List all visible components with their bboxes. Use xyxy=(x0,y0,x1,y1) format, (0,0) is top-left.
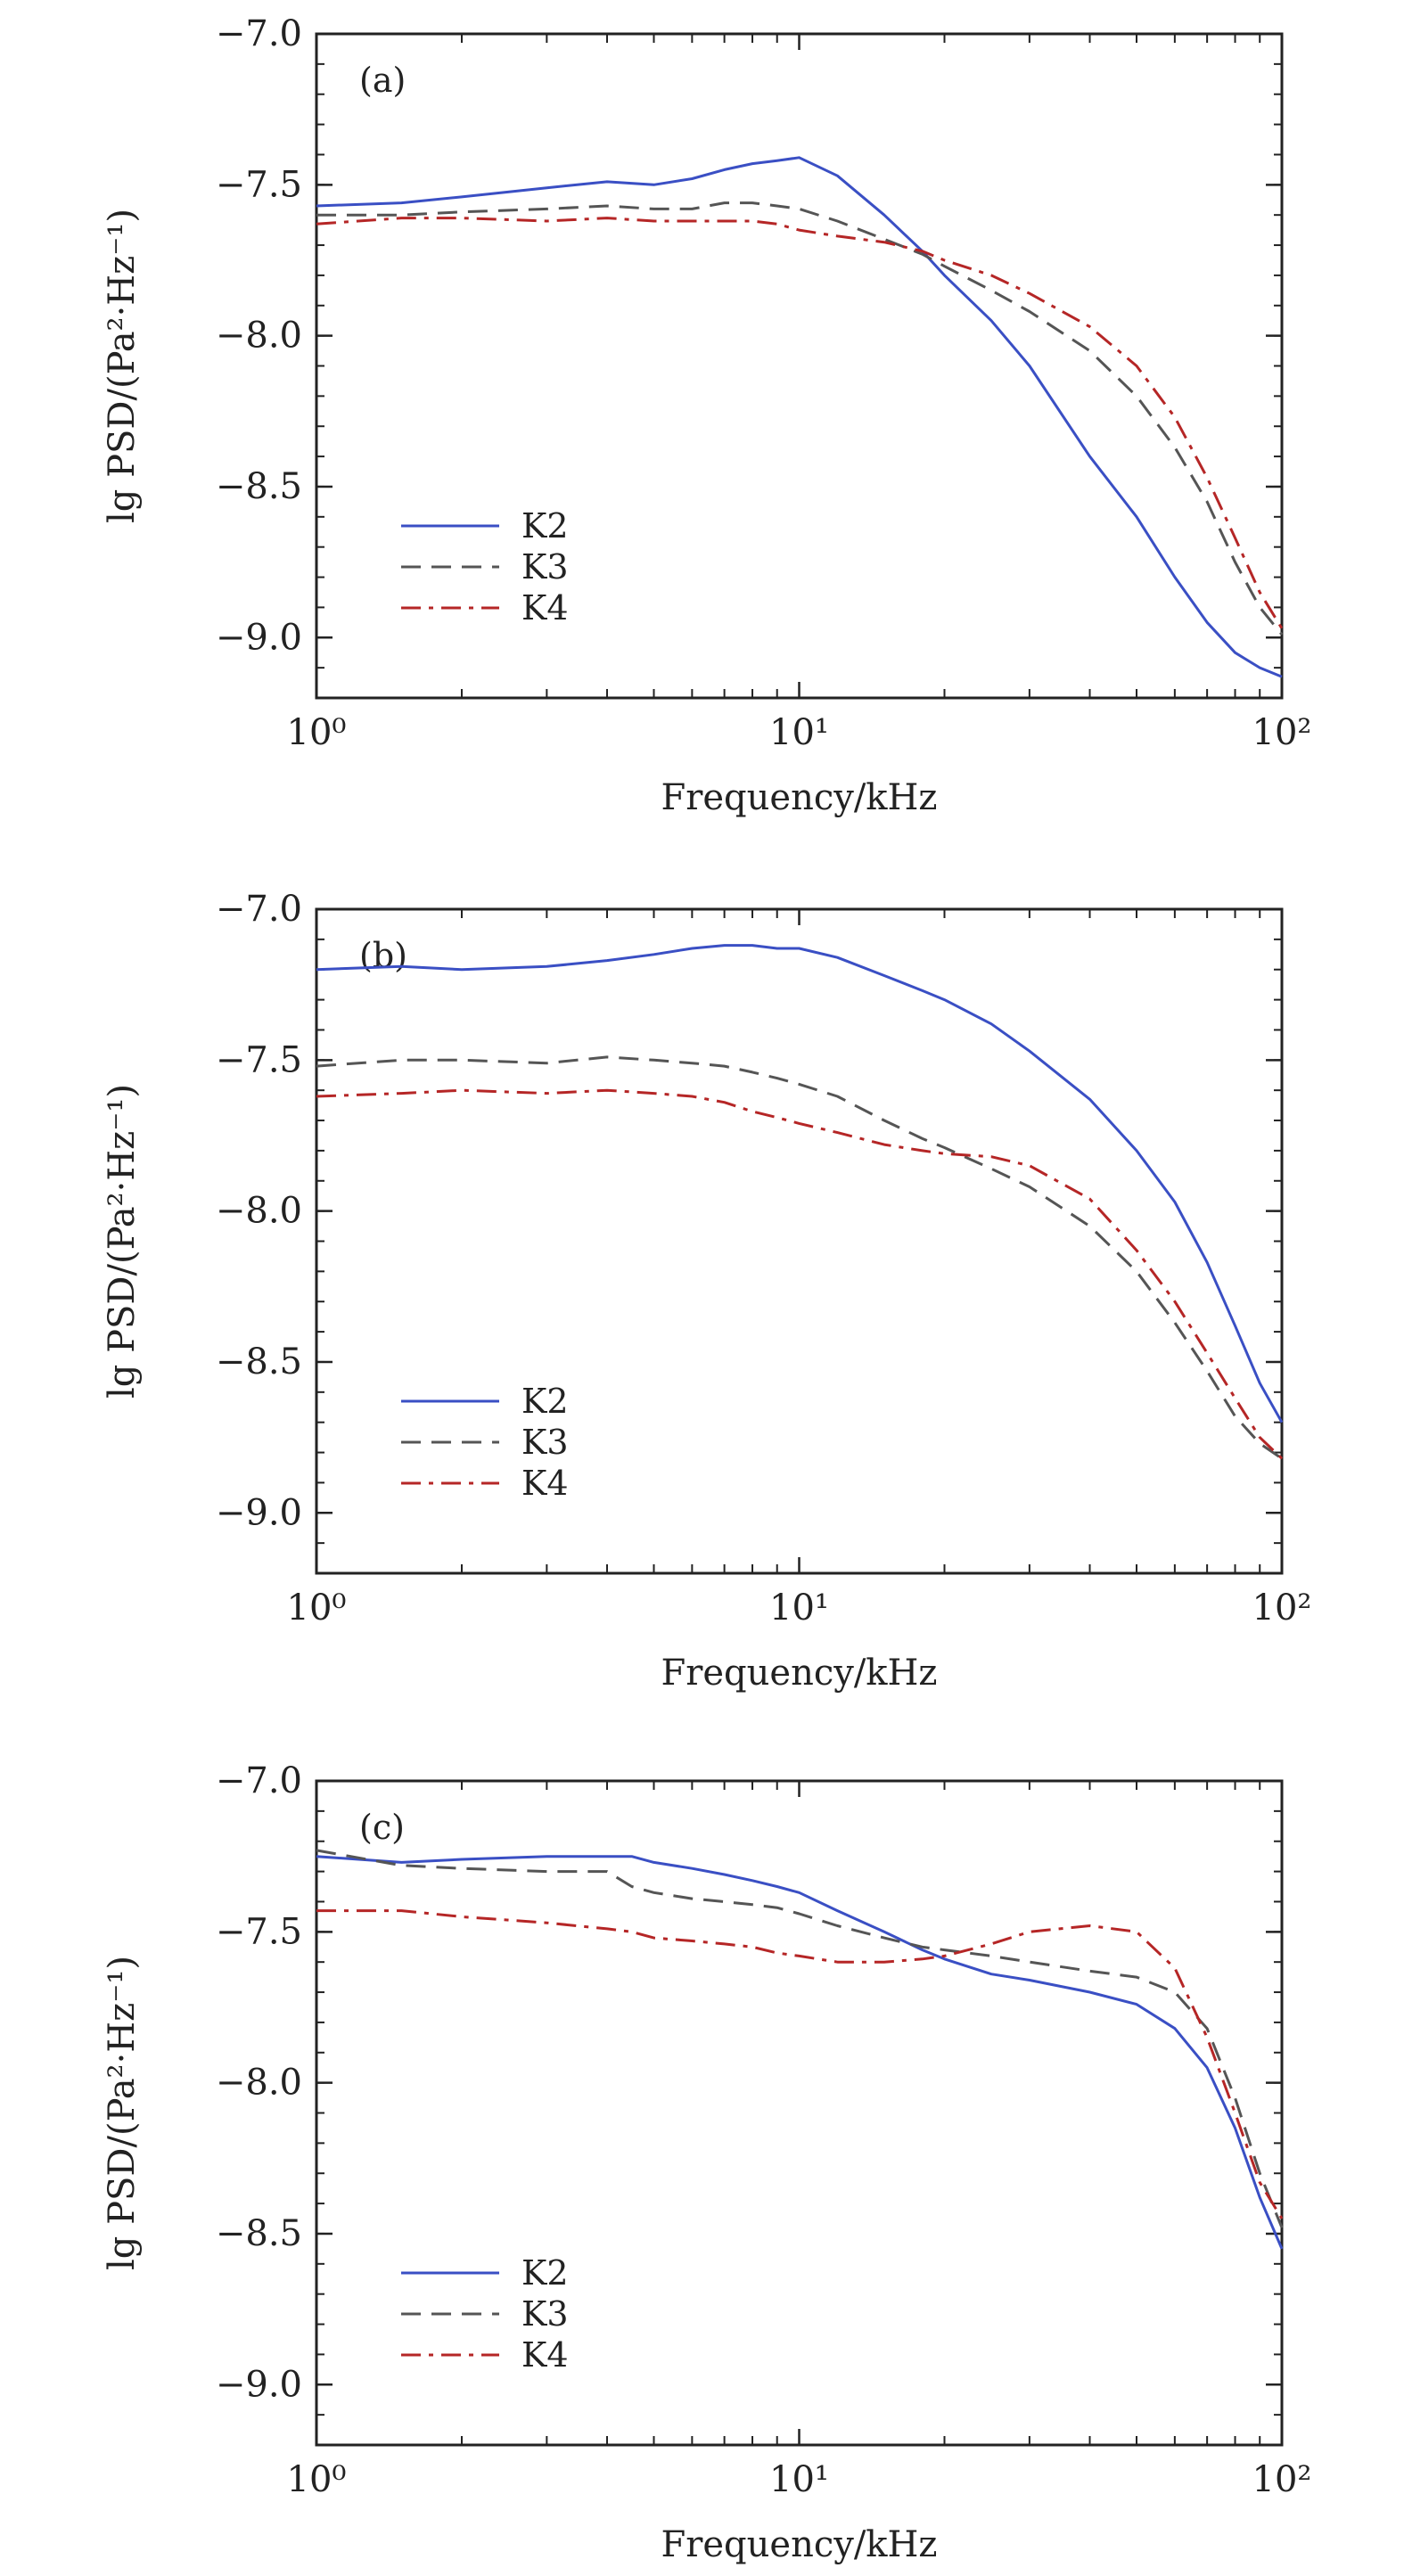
chart-panel-1: 10⁰ 10¹ 10² −7.0 −7.5 −8.0 −8.5 −9.0 Frequency/k… xyxy=(102,13,1311,818)
y-tick-label: −8.5 xyxy=(216,466,302,507)
legend-label-k3: K3 xyxy=(521,1423,569,1462)
legend-label-k3: K3 xyxy=(521,2294,569,2334)
series-line-k3 xyxy=(316,1055,1283,1460)
x-tick-label: 10¹ xyxy=(769,1587,829,1628)
y-tick-label: −9.0 xyxy=(216,1492,302,1533)
y-tick-label: −7.5 xyxy=(216,164,302,205)
x-axis-title: Frequency/kHz xyxy=(661,1653,937,1694)
series-line-k4 xyxy=(316,1088,1284,1460)
y-tick-label: −8.0 xyxy=(216,2063,302,2104)
y-tick-label: −9.0 xyxy=(216,617,302,658)
panel-label: (c) xyxy=(359,1808,405,1847)
legend-label-k3: K3 xyxy=(521,547,569,587)
legend-label-k2: K2 xyxy=(521,1382,569,1421)
y-axis-title: lg PSD/(Pa²·Hz⁻¹) xyxy=(102,1084,143,1399)
x-axis-title: Frequency/kHz xyxy=(661,2524,937,2565)
series-line-k3 xyxy=(316,201,1284,636)
legend-label-k2: K2 xyxy=(521,2253,569,2293)
series-line-k2 xyxy=(316,156,1283,678)
x-tick-label: 10² xyxy=(1252,712,1312,753)
chart-panel-3: 10⁰ 10¹ 10² −7.0 −7.5 −8.0 −8.5 −9.0 Frequency/k… xyxy=(102,1760,1311,2565)
series-line-k4 xyxy=(316,1909,1284,2219)
y-tick-label: −9.0 xyxy=(216,2364,302,2405)
legend-label-k4: K4 xyxy=(521,1464,569,1503)
y-axis-title: lg PSD/(Pa²·Hz⁻¹) xyxy=(102,1956,143,2270)
x-tick-label: 10² xyxy=(1252,2459,1312,2500)
plot-frame xyxy=(315,1779,1284,2447)
series-line-k4 xyxy=(316,217,1284,629)
x-tick-label: 10² xyxy=(1252,1587,1312,1628)
y-axis-title: lg PSD/(Pa²·Hz⁻¹) xyxy=(102,209,143,523)
plot-frame xyxy=(315,907,1284,1575)
series-line-k2 xyxy=(316,944,1284,1423)
x-tick-label: 10⁰ xyxy=(287,2459,347,2500)
x-tick-label: 10⁰ xyxy=(287,712,347,753)
x-axis-title: Frequency/kHz xyxy=(661,777,937,818)
y-tick-label: −7.5 xyxy=(216,1911,302,1952)
series-line-k3 xyxy=(316,1849,1284,2228)
panel-label: (a) xyxy=(359,61,406,100)
y-tick-label: −7.0 xyxy=(216,1760,302,1801)
y-tick-label: −8.0 xyxy=(216,1191,302,1232)
chart-panel-2: 10⁰ 10¹ 10² −7.0 −7.5 −8.0 −8.5 −9.0 Frequency/k… xyxy=(102,889,1311,1694)
y-tick-label: −7.0 xyxy=(216,889,302,930)
x-tick-label: 10¹ xyxy=(769,2459,829,2500)
y-tick-label: −8.0 xyxy=(216,316,302,357)
x-tick-label: 10⁰ xyxy=(287,1587,347,1628)
legend-label-k2: K2 xyxy=(521,506,569,546)
x-tick-label: 10¹ xyxy=(769,712,829,753)
series-line-k2 xyxy=(316,1855,1284,2250)
y-tick-label: −7.5 xyxy=(216,1039,302,1080)
y-tick-label: −8.5 xyxy=(216,1341,302,1382)
y-tick-label: −8.5 xyxy=(216,2213,302,2254)
legend-label-k4: K4 xyxy=(521,588,569,628)
y-tick-label: −7.0 xyxy=(216,13,302,54)
panel-label: (b) xyxy=(359,936,407,975)
legend-label-k4: K4 xyxy=(521,2335,569,2375)
